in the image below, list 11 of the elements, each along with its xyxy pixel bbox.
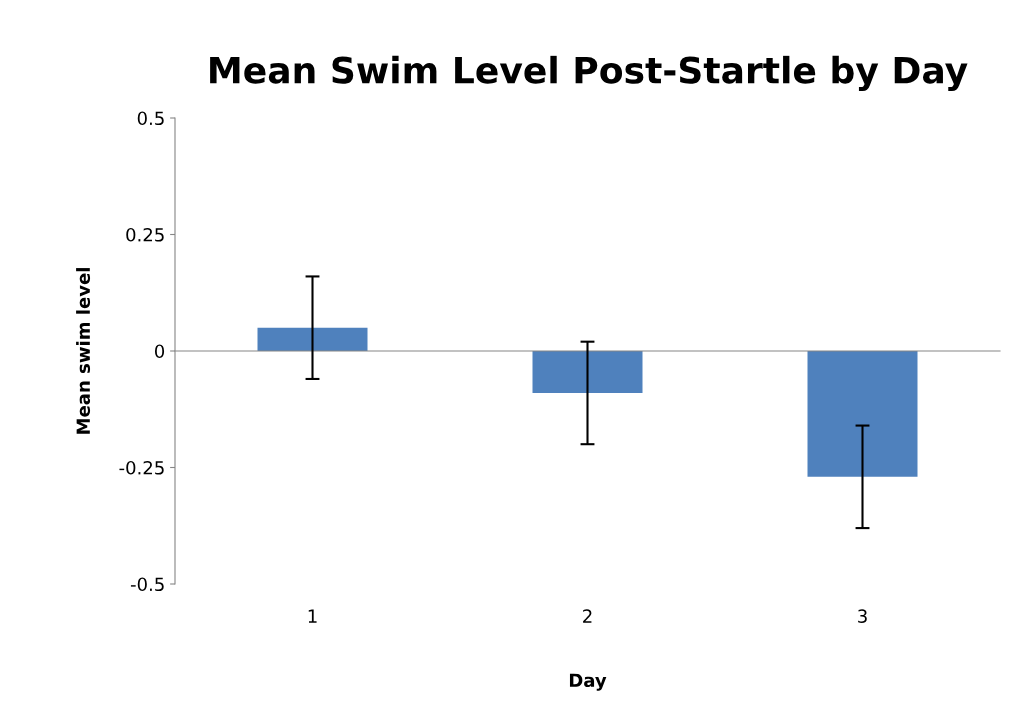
y-axis-title: Mean swim level (76, 268, 91, 434)
x-tick-label: 1 (308, 609, 317, 623)
y-tick-label: -0.25 (119, 460, 164, 475)
chart-title: Mean Swim Level Post-Startle by Day (210, 55, 968, 92)
y-tick-label: 0 (154, 344, 165, 359)
x-tick-label: 3 (858, 609, 867, 623)
x-axis-title: Day (569, 673, 607, 691)
y-tick-label: 0.5 (137, 111, 164, 126)
x-tick-label: 2 (583, 609, 592, 623)
y-tick-label: 0.25 (126, 227, 164, 242)
y-tick-label: -0.5 (130, 577, 164, 592)
